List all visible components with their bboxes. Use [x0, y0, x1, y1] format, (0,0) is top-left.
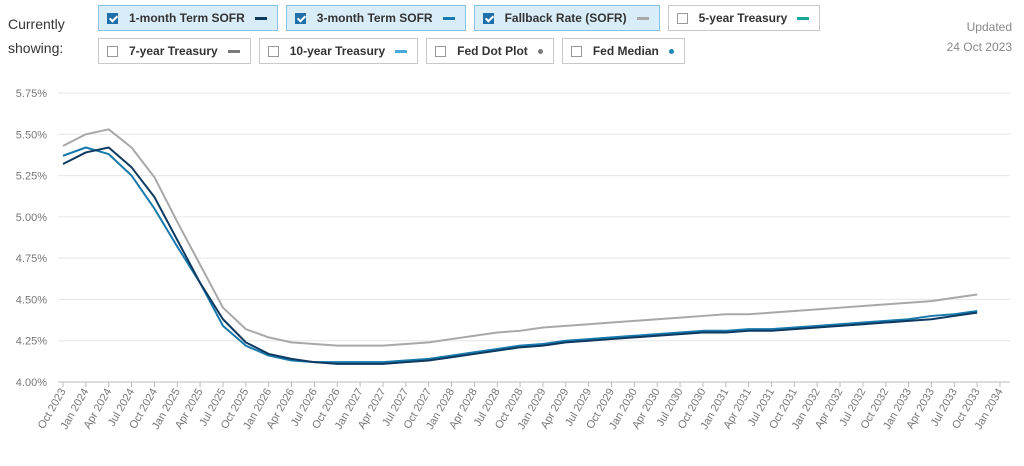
x-tick-label: Jan 2034 — [973, 387, 1006, 432]
toggle-label: Fed Dot Plot — [457, 44, 528, 58]
y-tick-label: 5.75% — [16, 88, 47, 100]
toggle-swatch — [668, 48, 674, 54]
x-tick-label: Jul 2027 — [380, 387, 411, 429]
toggle-label: Fallback Rate (SOFR) — [504, 11, 627, 25]
x-tick-label: Jan 2032 — [790, 387, 823, 432]
toggle-swatch — [537, 48, 543, 54]
x-tick-label: Apr 2032 — [813, 387, 846, 432]
updated-info: Updated 24 Oct 2023 — [947, 17, 1012, 57]
x-tick-label: Oct 2025 — [219, 387, 252, 432]
x-tick-label: Oct 2030 — [676, 387, 709, 432]
y-tick-label: 5.25% — [16, 171, 47, 183]
y-tick-label: 4.75% — [16, 253, 47, 265]
x-tick-label: Jan 2029 — [515, 387, 548, 432]
toggle-label: 10-year Treasury — [289, 44, 386, 58]
x-tick-label: Jan 2025 — [150, 387, 183, 432]
x-tick-label: Jul 2033 — [929, 387, 960, 429]
checkbox[interactable] — [570, 45, 582, 57]
updated-date: 24 Oct 2023 — [946, 40, 1012, 54]
x-tick-label: Oct 2024 — [127, 387, 160, 432]
x-tick-label: Jan 2026 — [241, 387, 274, 432]
toggle-label: Fed Median — [592, 44, 659, 58]
checkbox[interactable] — [676, 12, 688, 24]
x-tick-label: Oct 2032 — [859, 387, 892, 432]
x-tick-label: Jul 2028 — [472, 386, 503, 428]
series-toggle[interactable]: 3-month Term SOFR — [285, 5, 466, 31]
x-tick-label: Jul 2029 — [563, 387, 594, 429]
series-toggle[interactable]: 10-year Treasury — [258, 38, 419, 64]
x-tick-label: Jul 2024 — [106, 387, 137, 429]
showing-label: Currently showing: — [8, 16, 65, 56]
toggle-swatch — [442, 16, 455, 20]
x-tick-label: Oct 2029 — [584, 387, 617, 432]
x-tick-label: Jul 2032 — [837, 387, 868, 429]
series-line — [62, 128, 978, 347]
x-tick-label: Jan 2024 — [58, 387, 91, 432]
toggle-label: 1-month Term SOFR — [129, 11, 245, 25]
toggle-swatch — [227, 49, 240, 53]
updated-label: Updated — [966, 20, 1012, 34]
x-tick-label: Jul 2025 — [197, 387, 228, 429]
x-tick-label: Jan 2030 — [607, 387, 640, 432]
x-tick-label: Oct 2027 — [402, 387, 435, 432]
y-tick-label: 4.00% — [16, 377, 47, 389]
series-line — [62, 146, 978, 365]
x-tick-label: Apr 2029 — [539, 387, 572, 432]
toggle-swatch — [797, 16, 810, 20]
checkbox[interactable] — [482, 12, 494, 24]
x-tick-label: Apr 2031 — [721, 387, 754, 432]
toggle-swatch — [395, 49, 408, 53]
y-tick-label: 5.50% — [16, 129, 47, 141]
x-tick-label: Jul 2026 — [289, 387, 320, 429]
series-toggle[interactable]: Fallback Rate (SOFR) — [473, 5, 660, 31]
x-tick-label: Apr 2028 — [447, 387, 480, 432]
series-toggles: 1-month Term SOFR 3-month Term SOFR Fallba… — [98, 5, 928, 64]
x-tick-label: Oct 2023 — [36, 387, 69, 432]
x-tick-label: Oct 2028 — [493, 387, 526, 432]
checkbox[interactable] — [294, 12, 306, 24]
x-tick-label: Jul 2030 — [654, 387, 685, 429]
x-tick-label: Jan 2031 — [698, 387, 731, 432]
toggle-label: 3-month Term SOFR — [316, 11, 433, 25]
x-tick-label: Apr 2025 — [173, 387, 206, 432]
toggle-swatch — [254, 16, 267, 20]
x-tick-label: Apr 2033 — [904, 387, 937, 432]
y-tick-label: 4.50% — [16, 294, 47, 306]
series-toggle[interactable]: 1-month Term SOFR — [98, 5, 278, 31]
x-tick-label: Apr 2030 — [630, 387, 663, 432]
x-tick-label: Apr 2026 — [264, 387, 297, 432]
series-line — [62, 146, 978, 364]
x-tick-label: Jul 2031 — [746, 387, 777, 429]
toggle-swatch — [636, 16, 649, 20]
y-tick-label: 5.00% — [16, 212, 47, 224]
y-tick-label: 4.25% — [16, 336, 47, 348]
x-tick-label: Jan 2033 — [881, 387, 914, 432]
checkbox[interactable] — [435, 45, 447, 57]
toggle-label: 7-year Treasury — [129, 44, 218, 58]
series-toggle[interactable]: 7-year Treasury — [98, 38, 251, 64]
x-tick-label: Oct 2033 — [950, 387, 983, 432]
toggle-label: 5-year Treasury — [698, 11, 788, 25]
checkbox[interactable] — [267, 45, 279, 57]
x-tick-label: Apr 2027 — [356, 387, 389, 432]
x-tick-label: Oct 2031 — [767, 387, 800, 432]
x-tick-label: Jan 2028 — [424, 387, 457, 432]
x-tick-label: Apr 2024 — [82, 387, 115, 432]
series-toggle[interactable]: Fed Median — [561, 38, 685, 64]
checkbox[interactable] — [107, 45, 118, 57]
series-toggle[interactable]: 5-year Treasury — [667, 5, 821, 31]
x-tick-label: Jan 2027 — [333, 387, 366, 432]
checkbox[interactable] — [107, 12, 118, 24]
x-tick-label: Oct 2026 — [310, 387, 343, 432]
series-toggle[interactable]: Fed Dot Plot — [426, 38, 554, 64]
